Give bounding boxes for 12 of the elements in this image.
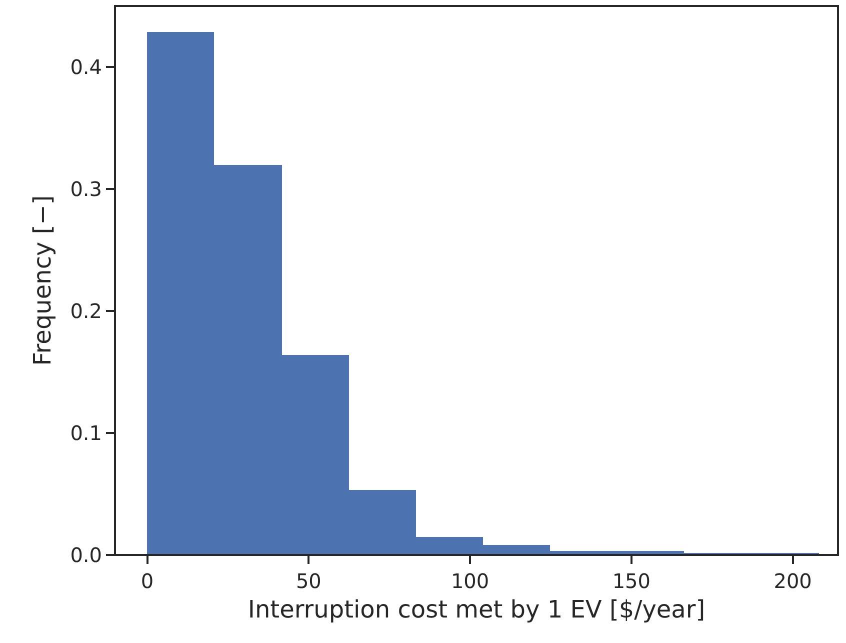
y-tick-label: 0.3 (70, 177, 102, 201)
x-tick-label: 50 (296, 569, 322, 593)
y-axis-title: Frequency [−] (28, 195, 56, 366)
x-tick-label: 100 (450, 569, 490, 593)
x-tick-label: 200 (774, 569, 812, 593)
y-tick-label: 0.0 (70, 543, 102, 567)
y-tick-label: 0.4 (70, 55, 102, 79)
x-axis-title: Interruption cost met by 1 EV [$/year] (248, 595, 706, 624)
x-tick-label: 150 (612, 569, 651, 593)
y-tick-label: 0.2 (70, 299, 102, 323)
y-tick-label: 0.1 (70, 421, 102, 445)
x-tick-label: 0 (140, 569, 154, 593)
